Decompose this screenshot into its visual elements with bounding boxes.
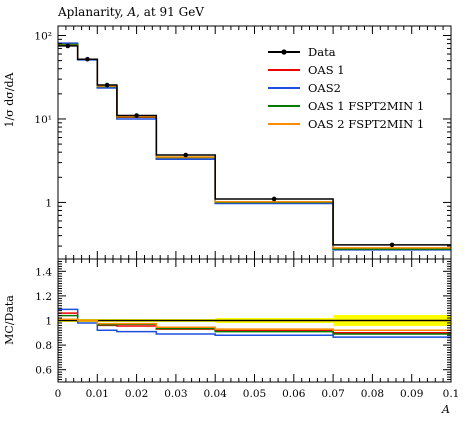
y-tick-label: 10¹ bbox=[34, 114, 52, 126]
x-tick-label: 0.06 bbox=[282, 388, 306, 400]
data-point bbox=[134, 113, 139, 118]
main-y-axis-label: 1/σ dσ/dA bbox=[3, 71, 16, 127]
legend: Data OAS 1 OAS2 OAS 1 FSPT2MIN 1 OAS 2 FSPT2… bbox=[268, 45, 424, 131]
x-tick-label: 0.01 bbox=[86, 388, 109, 400]
y-tick-label: 10² bbox=[34, 31, 52, 43]
x-tick-label: 0.04 bbox=[204, 388, 228, 400]
y-tick-label: 1 bbox=[45, 197, 52, 209]
x-tick-label: 0.09 bbox=[400, 388, 423, 400]
x-tick-label: 0.02 bbox=[125, 388, 148, 400]
ratio-histogram-lines bbox=[58, 308, 451, 338]
data-point bbox=[85, 56, 90, 62]
legend-label: Data bbox=[308, 45, 336, 59]
main-line-oas-2-fspt2min-1 bbox=[58, 44, 451, 249]
data-point bbox=[104, 82, 110, 88]
data-point bbox=[65, 43, 71, 49]
x-tick-label: 0.07 bbox=[321, 388, 344, 400]
main-plot-frame bbox=[57, 25, 452, 260]
main-line-oas2 bbox=[58, 42, 451, 251]
ratio-line-oas-2-fspt2min-1 bbox=[58, 318, 451, 332]
main-histogram-lines bbox=[58, 42, 451, 251]
main-line-oas-1 bbox=[58, 43, 451, 250]
ratio-y-tick-label: 1.2 bbox=[35, 291, 52, 303]
main-data-points bbox=[65, 43, 395, 248]
ratio-y-tick-label: 1 bbox=[45, 316, 52, 328]
ratio-y-tick-label: 1.4 bbox=[35, 266, 52, 278]
x-tick-label: 0 bbox=[55, 388, 62, 400]
legend-label: OAS 1 FSPT2MIN 1 bbox=[308, 99, 424, 113]
ratio-y-ticks: 0.6 0.8 1 1.2 1.4 bbox=[35, 258, 451, 383]
data-point bbox=[389, 242, 395, 248]
x-ticks: 0 0.01 0.02 0.03 0.04 0.05 0.06 0.07 0.08 0.09 0.1 bbox=[55, 26, 460, 400]
data-point bbox=[271, 196, 277, 202]
data-point bbox=[183, 152, 189, 158]
main-line-oas-1-fspt2min-1 bbox=[58, 43, 451, 250]
legend-label: OAS2 bbox=[308, 81, 341, 95]
x-tick-label: 0.05 bbox=[243, 388, 266, 400]
ratio-y-axis-label: MC/Data bbox=[3, 295, 16, 345]
main-line-data bbox=[58, 45, 451, 246]
x-tick-label: 0.08 bbox=[361, 388, 384, 400]
x-axis-label: A bbox=[441, 403, 450, 416]
ratio-y-tick-label: 0.8 bbox=[35, 340, 52, 352]
x-tick-label: 0.03 bbox=[164, 388, 187, 400]
legend-label: OAS 1 bbox=[308, 63, 345, 77]
ratio-y-tick-label: 0.6 bbox=[35, 365, 52, 377]
legend-marker bbox=[281, 49, 287, 55]
x-tick-label: 0.1 bbox=[443, 388, 460, 400]
chart-title: Aplanarity, A, at 91 GeV bbox=[57, 5, 204, 19]
main-y-ticks: 10² 10¹ 1 bbox=[34, 31, 451, 247]
ratio-line-oas2 bbox=[58, 308, 451, 338]
legend-label: OAS 2 FSPT2MIN 1 bbox=[308, 117, 424, 131]
